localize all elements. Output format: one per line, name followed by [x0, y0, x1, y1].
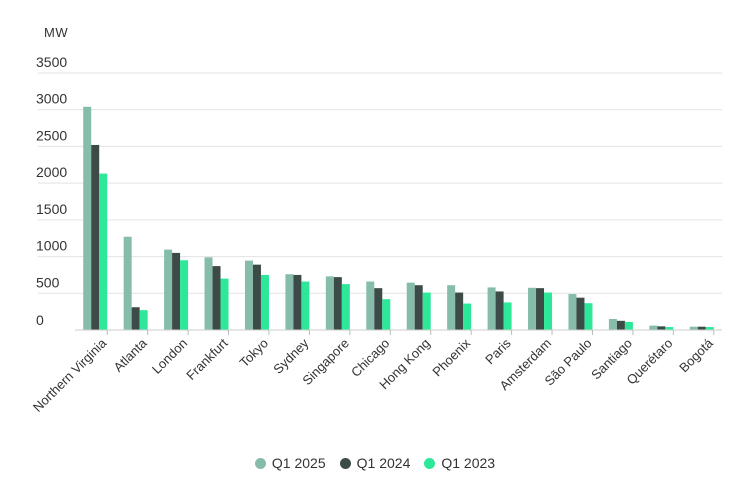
bar-chicago-q1-2025 — [366, 281, 375, 330]
x-category-label: Northern Virginia — [30, 335, 110, 415]
bar-paris-q1-2023 — [503, 302, 512, 330]
bar-frankfurt-q1-2023 — [220, 278, 229, 330]
bar-quer-taro-q1-2023 — [665, 327, 674, 330]
bar-sydney-q1-2025 — [285, 274, 294, 330]
gridlines — [38, 72, 722, 294]
bar-santiago-q1-2025 — [608, 318, 617, 330]
y-tick-label: 3500 — [36, 54, 67, 70]
bar-quer-taro-q1-2024 — [657, 326, 666, 330]
bar-sydney-q1-2024 — [293, 274, 302, 330]
y-axis-unit-label: MW — [44, 25, 68, 40]
legend-item-q1-2025: Q1 2025 — [254, 455, 326, 471]
y-tick-label: 2000 — [36, 164, 67, 180]
bar-tokyo-q1-2023 — [260, 274, 269, 330]
x-category-label: Paris — [482, 335, 514, 367]
x-category-label: Frankfurt — [183, 335, 231, 383]
bar-phoenix-q1-2025 — [447, 285, 456, 330]
legend: Q1 2025 Q1 2024 Q1 2023 — [0, 455, 750, 471]
y-tick-label: 1500 — [36, 201, 67, 217]
x-category-label: Bogotá — [676, 335, 716, 375]
bar-bogot--q1-2025 — [689, 326, 698, 330]
legend-swatch — [424, 457, 436, 469]
x-axis-tick-marks — [106, 330, 715, 335]
y-tick-label: 3000 — [36, 91, 67, 107]
bar-bogot--q1-2023 — [705, 327, 714, 330]
bar-atlanta-q1-2024 — [131, 307, 140, 330]
bar-singapore-q1-2025 — [325, 276, 334, 330]
bar-london-q1-2025 — [164, 249, 173, 330]
bar-sydney-q1-2023 — [301, 281, 310, 330]
bar-phoenix-q1-2023 — [463, 303, 472, 330]
bar-santiago-q1-2024 — [616, 320, 625, 330]
bar-london-q1-2024 — [172, 252, 181, 330]
bar-amsterdam-q1-2025 — [528, 287, 537, 330]
legend-swatch — [254, 457, 266, 469]
bar-santiago-q1-2023 — [624, 321, 633, 330]
legend-label: Q1 2024 — [356, 455, 411, 471]
bar-frankfurt-q1-2024 — [212, 266, 221, 330]
bar-phoenix-q1-2024 — [455, 292, 464, 330]
bar-hong-kong-q1-2023 — [422, 292, 431, 330]
bars — [83, 106, 714, 330]
bar-amsterdam-q1-2023 — [544, 292, 553, 330]
y-tick-label: 2500 — [36, 127, 67, 143]
bar-quer-taro-q1-2025 — [649, 325, 658, 330]
x-category-label: Tokyo — [236, 336, 271, 371]
legend-label: Q1 2023 — [441, 455, 496, 471]
bar-frankfurt-q1-2025 — [204, 257, 213, 330]
bar-hong-kong-q1-2024 — [414, 285, 423, 330]
bar-chicago-q1-2024 — [374, 288, 383, 330]
bar-chicago-q1-2023 — [382, 299, 391, 330]
legend-item-q1-2024: Q1 2024 — [339, 455, 411, 471]
bar-atlanta-q1-2023 — [139, 310, 148, 330]
bar-london-q1-2023 — [180, 260, 189, 330]
bar-northern-virginia-q1-2023 — [99, 173, 108, 330]
y-tick-label: 1000 — [36, 238, 67, 254]
bar-atlanta-q1-2025 — [123, 236, 132, 330]
bar-singapore-q1-2023 — [341, 284, 350, 330]
bar-northern-virginia-q1-2024 — [91, 144, 100, 330]
bar-northern-virginia-q1-2025 — [83, 106, 92, 330]
y-axis-tick-labels: 0 500 1000 1500 2000 2500 3000 3500 — [36, 54, 67, 328]
bar-amsterdam-q1-2024 — [536, 288, 545, 330]
legend-label: Q1 2025 — [271, 455, 326, 471]
y-tick-label: 0 — [36, 312, 44, 328]
bar-s-o-paulo-q1-2023 — [584, 303, 593, 330]
x-category-label: Phoenix — [429, 335, 473, 379]
bar-singapore-q1-2024 — [333, 277, 342, 330]
x-category-label: Atlanta — [111, 335, 151, 375]
bar-paris-q1-2025 — [487, 287, 496, 330]
bar-s-o-paulo-q1-2024 — [576, 297, 585, 330]
bar-paris-q1-2024 — [495, 291, 504, 330]
bar-bogot--q1-2024 — [697, 326, 706, 330]
legend-item-q1-2023: Q1 2023 — [424, 455, 495, 471]
bar-tokyo-q1-2025 — [244, 260, 253, 330]
bar-s-o-paulo-q1-2025 — [568, 294, 577, 330]
y-tick-label: 500 — [36, 274, 60, 290]
bar-tokyo-q1-2024 — [252, 264, 261, 330]
bar-hong-kong-q1-2025 — [406, 282, 415, 330]
legend-swatch — [339, 457, 351, 469]
